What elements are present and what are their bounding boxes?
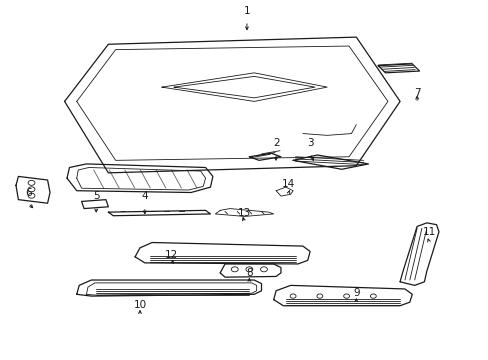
- Text: 6: 6: [25, 188, 31, 198]
- Text: 14: 14: [281, 179, 294, 189]
- Text: 10: 10: [133, 300, 146, 310]
- Text: 4: 4: [141, 192, 148, 202]
- Text: 8: 8: [245, 268, 252, 278]
- Text: 12: 12: [164, 250, 178, 260]
- Text: 13: 13: [237, 207, 251, 217]
- Text: 3: 3: [306, 138, 313, 148]
- Text: 9: 9: [352, 288, 359, 298]
- Text: 11: 11: [422, 227, 435, 237]
- Text: 1: 1: [243, 6, 250, 16]
- Text: 7: 7: [413, 88, 420, 98]
- Text: 5: 5: [93, 192, 100, 202]
- Text: 2: 2: [272, 138, 279, 148]
